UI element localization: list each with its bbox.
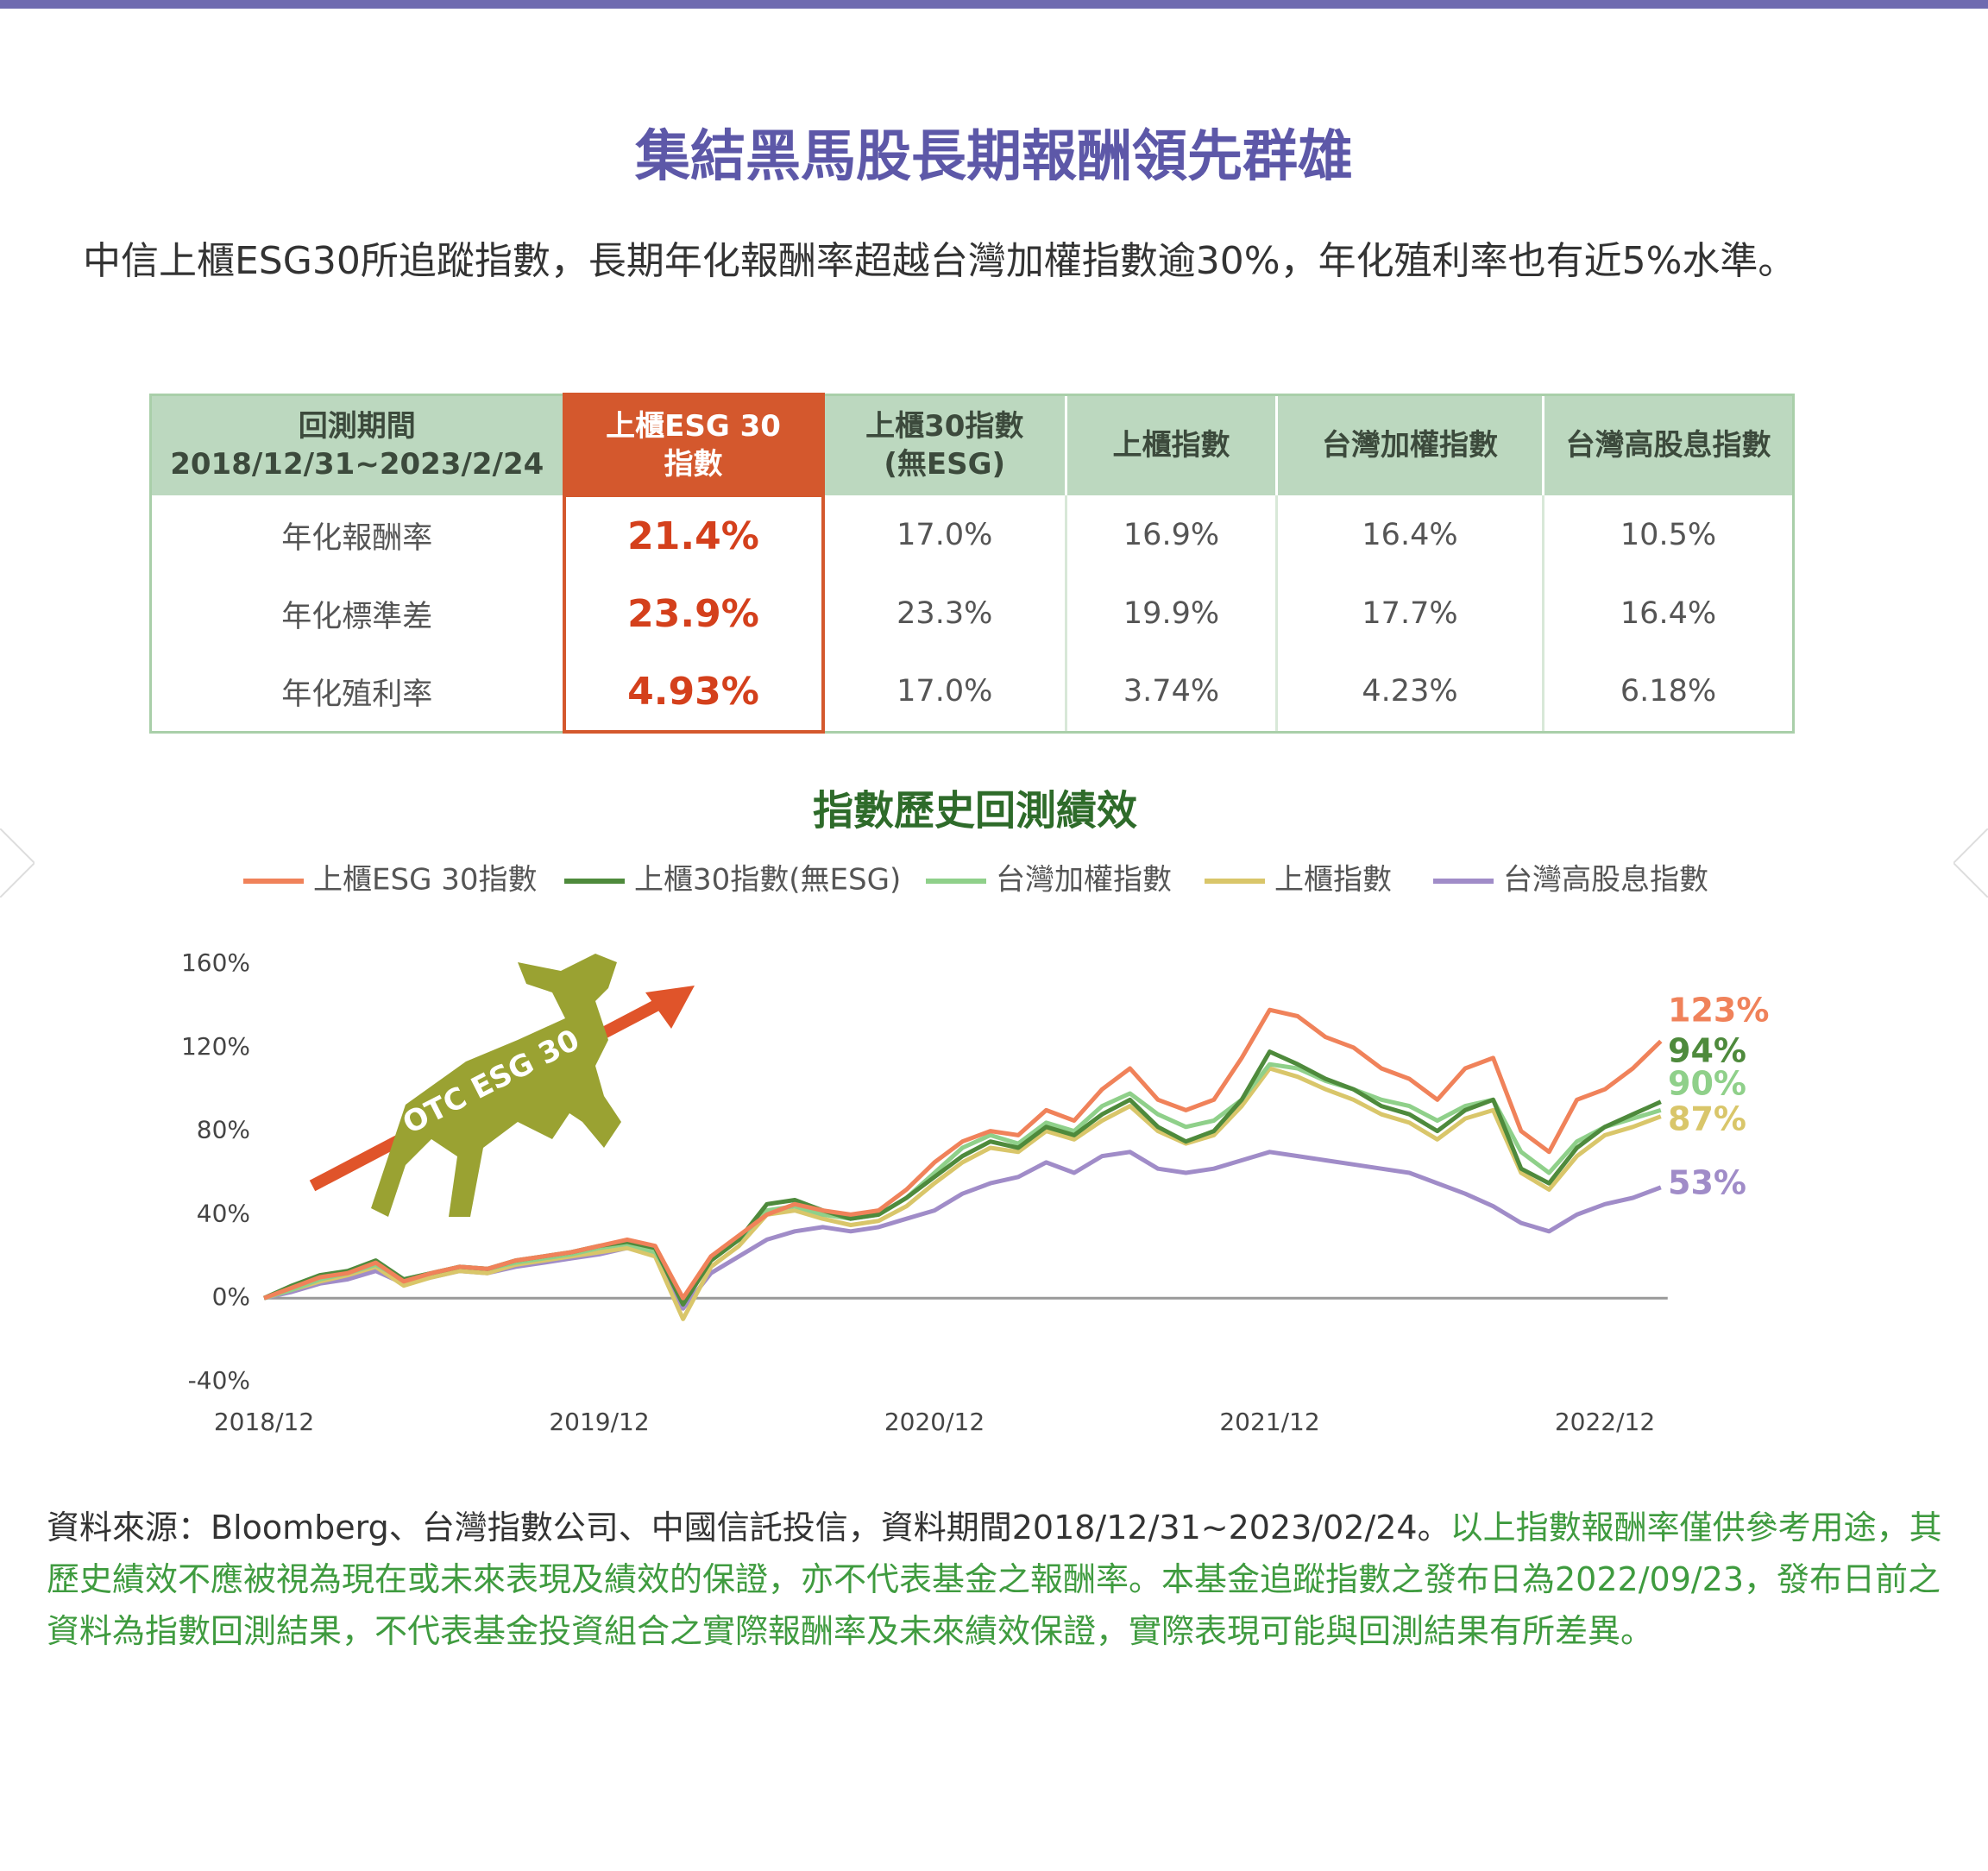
footnote: 資料來源：Bloomberg、台灣指數公司、中國信託投信，資料期間2018/12… — [47, 1502, 1953, 1657]
legend-label: 台灣加權指數 — [996, 863, 1172, 898]
y-tick-label: -40% — [188, 1366, 250, 1395]
table-cell: 17.0% — [821, 652, 1066, 734]
end-label: 90% — [1668, 1065, 1746, 1103]
x-tick-label: 2018/12 — [214, 1408, 314, 1436]
y-tick-label: 120% — [181, 1032, 250, 1061]
series-line — [263, 1007, 1663, 1301]
table-cell: 21.4% — [562, 495, 825, 575]
legend-label: 上櫃指數 — [1274, 863, 1392, 898]
table-cell: 16.4% — [1542, 575, 1795, 652]
table-cell: 16.4% — [1275, 495, 1544, 575]
legend-label: 上櫃30指數(無ESG) — [634, 863, 901, 898]
table-cell: 4.23% — [1275, 652, 1544, 734]
illustration: OTC ESG 30 — [309, 954, 695, 1217]
row-label: 年化報酬率 — [149, 495, 564, 575]
arrow-head — [645, 986, 695, 1029]
chart: 指數歷史回測績效 OTC ESG 30 -40% 0% 40% 80% 120% 160%… — [181, 788, 1769, 1437]
y-tick-label: 0% — [212, 1282, 250, 1311]
horse — [371, 954, 621, 1217]
header-cell: 回測期間 2018/12/31~2023/2/24 — [149, 393, 564, 495]
header-cell: 上櫃指數 — [1065, 393, 1277, 495]
end-label: 53% — [1668, 1164, 1746, 1202]
disclaimer: 以上指數報酬率僅供參考用途，其歷史績效不應被視為現在或未來表現及績效的保證，亦不… — [47, 1509, 1942, 1650]
table-row: 年化殖利率 4.93% 17.0% 3.74% 4.23% 6.18% — [149, 652, 1795, 734]
page-title: 集結黑馬股長期報酬領先群雄 — [635, 125, 1353, 189]
table-cell: 6.18% — [1542, 652, 1795, 734]
legend-label: 上櫃ESG 30指數 — [313, 863, 537, 898]
table-cell: 3.74% — [1065, 652, 1277, 734]
table-row: 年化標準差 23.9% 23.3% 19.9% 17.7% 16.4% — [149, 575, 1795, 652]
header-cell: 上櫃30指數 (無ESG) — [821, 393, 1066, 495]
end-label: 87% — [1668, 1100, 1746, 1138]
table-cell: 23.3% — [821, 575, 1066, 652]
table-cell: 17.7% — [1275, 575, 1544, 652]
x-tick-label: 2020/12 — [884, 1408, 985, 1436]
intro-text: 中信上櫃ESG30所追蹤指數，長期年化報酬率超越台灣加權指數逾30%，年化殖利率… — [83, 239, 1796, 283]
table-row: 年化報酬率 21.4% 17.0% 16.9% 16.4% 10.5% — [149, 495, 1795, 575]
performance-table: 回測期間 2018/12/31~2023/2/24 上櫃ESG 30 指數 上櫃30… — [149, 393, 1795, 734]
row-label: 年化殖利率 — [149, 652, 564, 734]
row-label: 年化標準差 — [149, 575, 564, 652]
y-tick-label: 80% — [197, 1116, 250, 1144]
x-tick-label: 2022/12 — [1555, 1408, 1655, 1436]
table-cell: 16.9% — [1065, 495, 1277, 575]
prev-arrow[interactable] — [0, 828, 35, 898]
table-cell: 4.93% — [562, 652, 825, 734]
chart-title: 指數歷史回測績效 — [813, 788, 1137, 835]
header-cell: 上櫃ESG 30 指數 — [562, 393, 825, 497]
x-tick-label: 2021/12 — [1219, 1408, 1319, 1436]
header-cell: 台灣高股息指數 — [1542, 393, 1795, 495]
y-tick-label: 160% — [181, 948, 250, 977]
top-bar — [0, 0, 1988, 9]
table-cell: 10.5% — [1542, 495, 1795, 575]
header-row: 回測期間 2018/12/31~2023/2/24 上櫃ESG 30 指數 上櫃30… — [149, 393, 1795, 497]
x-tick-label: 2019/12 — [549, 1408, 649, 1436]
header-cell: 台灣加權指數 — [1275, 393, 1544, 495]
series-line — [263, 1066, 1662, 1321]
y-tick-label: 40% — [197, 1199, 250, 1227]
source-note: 資料來源：Bloomberg、台灣指數公司、中國信託投信，資料期間2018/12… — [47, 1509, 1450, 1547]
table-cell: 23.9% — [562, 575, 825, 652]
end-label: 94% — [1668, 1032, 1746, 1070]
table-cell: 17.0% — [821, 495, 1066, 575]
end-label: 123% — [1668, 992, 1769, 1030]
next-arrow[interactable] — [1953, 828, 1988, 898]
legend-label: 台灣高股息指數 — [1503, 863, 1708, 898]
table-cell: 19.9% — [1065, 575, 1277, 652]
